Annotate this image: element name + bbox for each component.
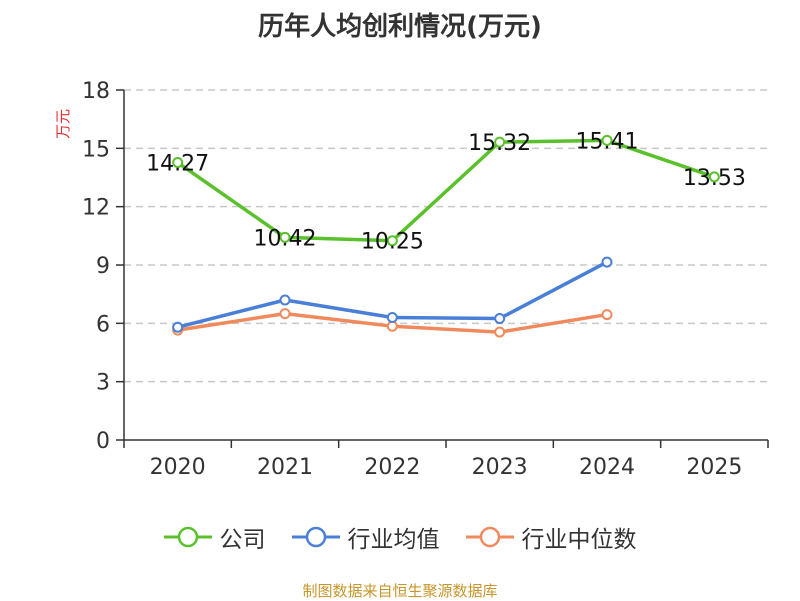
data-point (601, 134, 613, 146)
data-point (494, 326, 506, 338)
data-label: 14.27 (146, 152, 209, 177)
data-point (601, 256, 613, 268)
data-point (172, 321, 184, 333)
data-label: 13.53 (683, 166, 746, 191)
data-point (386, 320, 398, 332)
legend: 公司 行业均值 行业中位数 (0, 520, 800, 554)
legend-item[interactable]: 行业中位数 (465, 520, 637, 554)
data-point (601, 309, 613, 321)
data-point (386, 235, 398, 247)
x-tick-label: 2022 (364, 455, 420, 480)
data-point (279, 231, 291, 243)
y-tick-label: 6 (96, 312, 110, 337)
legend-swatch-icon (291, 526, 340, 548)
series-lines (172, 134, 720, 338)
y-tick-label: 3 (96, 371, 110, 396)
axes: 0 3 6 9 12 15 18 2020 2021 2022 2023 2024 2025 (82, 79, 769, 480)
data-point (172, 157, 184, 169)
legend-item[interactable]: 行业均值 (291, 520, 440, 554)
data-point (494, 312, 506, 324)
y-tick-label: 12 (82, 196, 110, 221)
data-point (279, 294, 291, 306)
y-tick-label: 9 (96, 254, 110, 279)
data-label: 15.41 (576, 129, 639, 154)
grid-lines (124, 89, 768, 383)
y-axis-unit-label: 万元 (54, 109, 72, 139)
legend-swatch-icon (163, 526, 212, 548)
x-tick-label: 2024 (579, 455, 635, 480)
data-label: 10.42 (254, 226, 317, 251)
x-tick-label: 2025 (686, 455, 742, 480)
data-label: 10.25 (361, 230, 424, 255)
x-tick-label: 2021 (257, 455, 313, 480)
data-point (494, 136, 506, 148)
legend-item[interactable]: 公司 (163, 520, 266, 554)
y-tick-label: 0 (96, 429, 110, 454)
legend-label: 行业中位数 (521, 527, 637, 553)
x-tick-label: 2020 (150, 455, 206, 480)
y-tick-label: 15 (82, 137, 110, 162)
series-line (176, 138, 715, 243)
y-tick-label: 18 (82, 79, 110, 104)
legend-swatch-icon (465, 526, 514, 548)
data-point (708, 171, 720, 183)
x-tick-label: 2023 (472, 455, 528, 480)
source-note: 制图数据来自恒生聚源数据库 (302, 582, 498, 600)
legend-label: 行业均值 (347, 527, 440, 553)
data-labels: 14.27 10.42 10.25 15.32 15.41 13.53 (146, 129, 746, 254)
data-point (386, 312, 398, 323)
data-label: 15.32 (468, 131, 531, 156)
chart-title: 历年人均创利情况(万元) (258, 12, 542, 42)
data-point (279, 308, 291, 320)
legend-label: 公司 (219, 527, 266, 553)
